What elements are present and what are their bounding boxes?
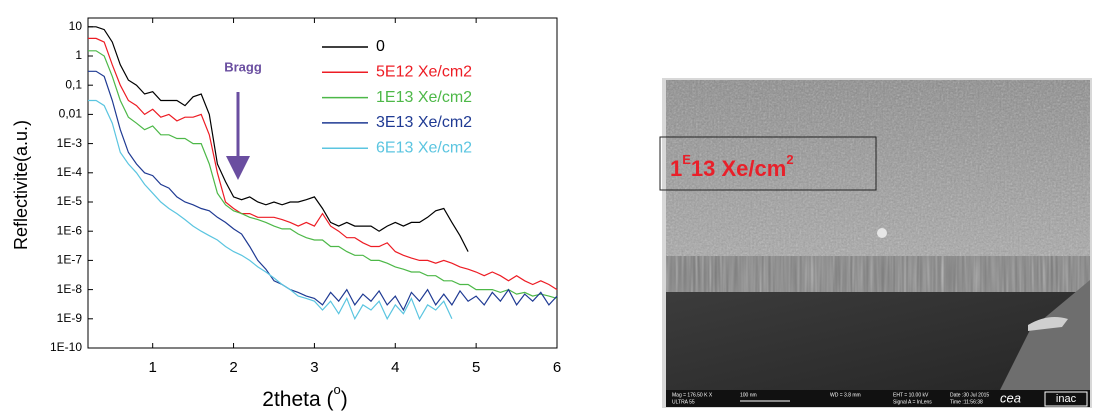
sem-image: Mag = 176.50 K X ULTRA 55 100 nm WD = 3.… [659,78,1092,408]
x-tick-label: 4 [391,359,399,376]
logo-text: inac [1056,393,1077,405]
cleaved-edge [1000,280,1090,390]
label-sup: E [682,152,691,167]
info-text: 100 nm [740,392,757,398]
x-tick-label: 2 [229,359,237,376]
info-text: Date :30 Jul 2015 [950,392,989,398]
series-line [88,50,558,299]
film-texture [666,256,1090,292]
y-tick-label: 0,1 [65,77,82,91]
legend-label: 5E12 Xe/cm2 [376,64,472,81]
x-tick-label: 1 [149,359,157,376]
legend-label: 6E13 Xe/cm2 [376,139,472,156]
annotation: Bragg [224,59,262,74]
y-tick-label: 1E-5 [57,194,83,208]
info-text: Mag = 176.50 K X [672,392,713,398]
y-tick-label: 1E-4 [57,165,83,179]
series-line [88,26,469,252]
surface-texture [666,80,1090,258]
x-label-part: ) [341,388,348,411]
x-tick-label: 3 [310,359,318,376]
x-tick-label: 6 [553,359,561,376]
label-sup: 2 [786,152,793,167]
info-text: WD = 3.8 mm [830,392,861,398]
x-label-sup: o [333,382,340,397]
particle [877,228,887,238]
info-text: EHT = 10.00 kV [893,392,929,398]
y-tick-label: 1 [75,48,82,62]
plot-frame [87,17,558,349]
y-tick-label: 1E-9 [57,311,83,325]
logo-frame [1044,391,1088,407]
logo-text: cea [1000,390,1021,405]
y-tick-label: 1E-3 [57,136,83,150]
y-tick-label: 10 [69,19,83,33]
series-line [88,37,558,291]
x-axis-label: 2theta (o) [262,382,347,410]
y-tick-label: 1E-8 [57,282,83,296]
y-axis-label: Reflectivite(a.u.) [11,120,31,250]
debris [1028,317,1068,331]
y-tick-label: 1E-6 [57,223,83,237]
legend-label: 1E13 Xe/cm2 [376,89,472,106]
label-box [659,136,877,191]
series-line [88,99,453,321]
x-tick-label: 5 [472,359,480,376]
legend-label: 0 [376,38,385,55]
legend-label: 3E13 Xe/cm2 [376,114,472,131]
series-line [88,70,558,312]
info-text: ULTRA 55 [672,399,695,405]
y-tick-label: 1E-7 [57,253,83,267]
image-label: 1E13 Xe/cm2 [670,152,794,180]
info-text: Signal A = InLens [893,399,932,405]
x-label-part: 2theta ( [262,388,333,411]
label-part: 13 Xe/cm [691,156,786,181]
info-text: Time :11:56:38 [950,399,983,405]
info-bar [666,390,1090,407]
label-part: 1 [670,156,682,181]
y-tick-label: 0,01 [59,107,83,121]
y-tick-label: 1E-10 [50,340,82,354]
